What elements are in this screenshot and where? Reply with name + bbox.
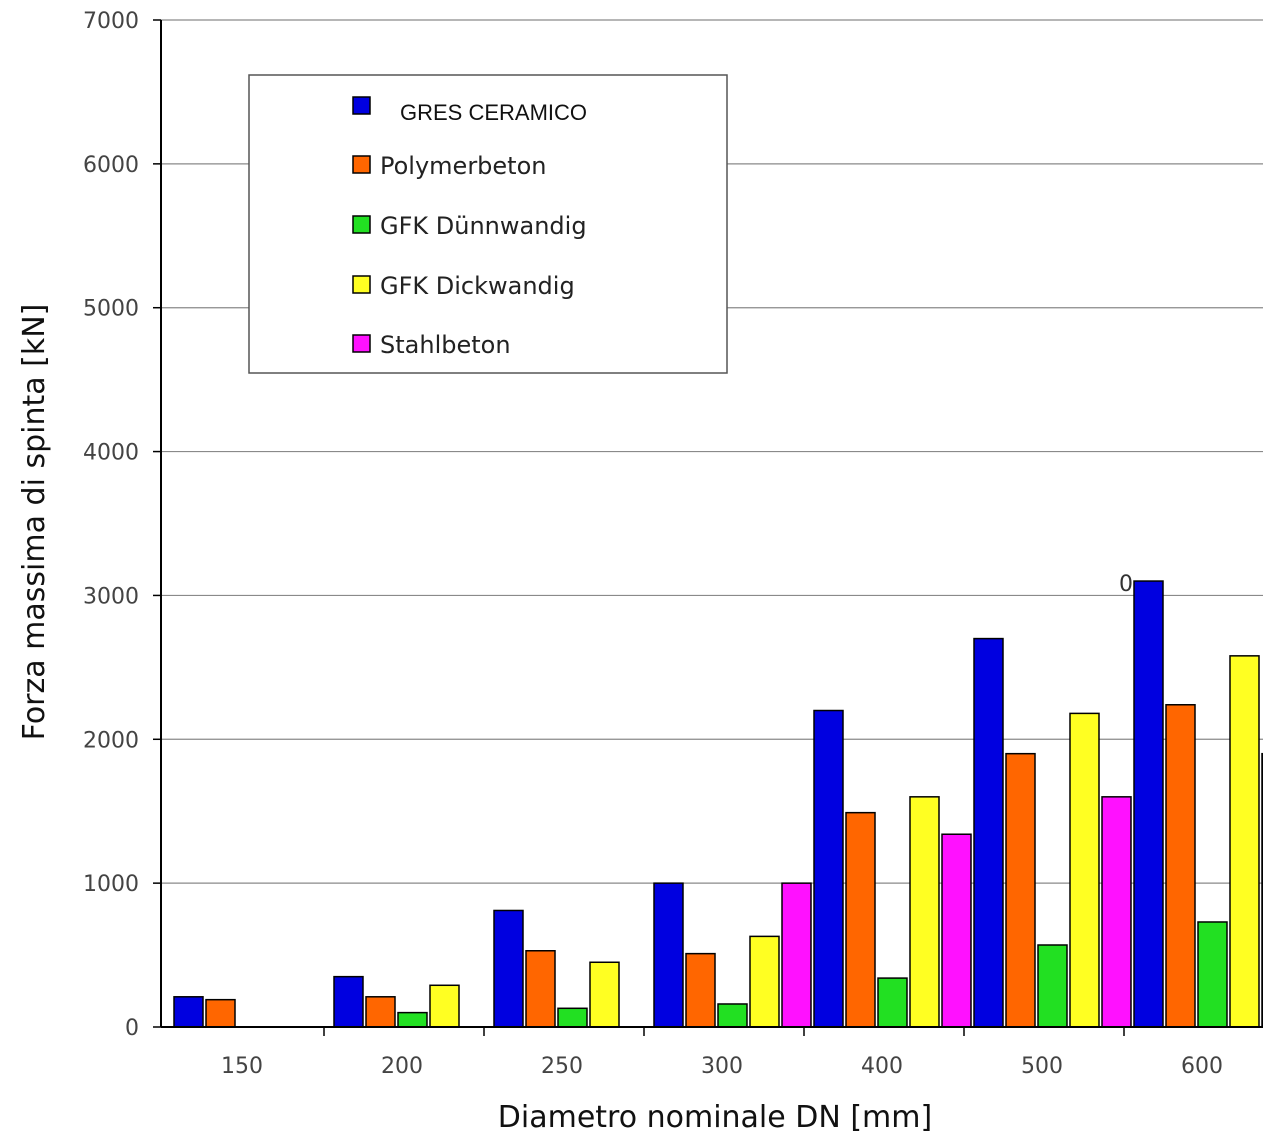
bar <box>685 952 716 1028</box>
axes <box>160 20 1263 1028</box>
bar <box>365 996 396 1028</box>
annotations: 0 <box>1119 572 1133 597</box>
bar <box>909 796 940 1028</box>
y-tick-label: 6000 <box>83 153 139 178</box>
legend-swatch <box>352 215 371 234</box>
bar <box>1069 712 1100 1028</box>
legend-swatch <box>352 334 371 353</box>
legend-label: GFK Dünnwandig <box>380 212 587 240</box>
bar <box>653 882 684 1028</box>
legend-swatch <box>352 155 371 174</box>
bar <box>1165 704 1196 1028</box>
y-tick-label: 5000 <box>83 297 139 322</box>
bars-group <box>173 580 1263 1028</box>
y-tick-labels: 0 1000 2000 3000 4000 5000 6000 7000 <box>83 9 161 1041</box>
data-annotation: 0 <box>1119 572 1133 597</box>
x-tick-label: 150 <box>221 1054 263 1079</box>
x-axis-title: Diametro nominale DN [mm] <box>498 1100 932 1135</box>
x-tick-label: 200 <box>381 1054 423 1079</box>
legend: GRES CERAMICO Polymerbeton GFK Dünnwandig G… <box>248 74 728 374</box>
y-tick-label: 7000 <box>83 9 139 34</box>
bar <box>493 909 524 1028</box>
bar <box>1005 752 1036 1028</box>
x-tick-label: 250 <box>541 1054 583 1079</box>
bar <box>749 935 780 1028</box>
x-tick-labels: 150 200 250 300 400 500 600 <box>221 1027 1223 1079</box>
bar <box>781 882 812 1028</box>
y-tick-label: 4000 <box>83 441 139 466</box>
y-tick-label: 3000 <box>83 584 139 609</box>
bar <box>333 975 364 1028</box>
bar <box>973 637 1004 1028</box>
y-tick-label: 1000 <box>83 872 139 897</box>
bar <box>941 833 972 1028</box>
legend-label: Polymerbeton <box>380 152 547 180</box>
bar <box>589 961 620 1028</box>
legend-swatch <box>352 96 371 115</box>
y-tick-label: 2000 <box>83 728 139 753</box>
legend-label: GFK Dickwandig <box>380 272 575 300</box>
bar <box>1229 655 1260 1028</box>
legend-box <box>248 74 728 374</box>
y-axis-title: Forza massima di spinta [kN] <box>17 304 52 741</box>
bar <box>1101 796 1132 1028</box>
legend-label: GRES CERAMICO <box>400 100 587 125</box>
x-tick-label: 600 <box>1181 1054 1223 1079</box>
bar <box>429 984 460 1028</box>
y-tick-label: 0 <box>125 1016 139 1041</box>
bar <box>557 1007 588 1028</box>
x-tick-label: 400 <box>861 1054 903 1079</box>
bar <box>877 977 908 1028</box>
bar <box>1197 921 1228 1028</box>
bar <box>525 950 556 1028</box>
bar <box>397 1011 428 1028</box>
bar <box>717 1003 748 1028</box>
x-tick-label: 300 <box>701 1054 743 1079</box>
bar <box>813 709 844 1028</box>
bar <box>1133 580 1164 1028</box>
bar <box>845 811 876 1028</box>
bar <box>1037 944 1068 1028</box>
legend-swatch <box>352 275 371 294</box>
x-tick-label: 500 <box>1021 1054 1063 1079</box>
bar <box>173 996 204 1028</box>
bar <box>205 998 236 1028</box>
legend-label: Stahlbeton <box>380 331 511 359</box>
